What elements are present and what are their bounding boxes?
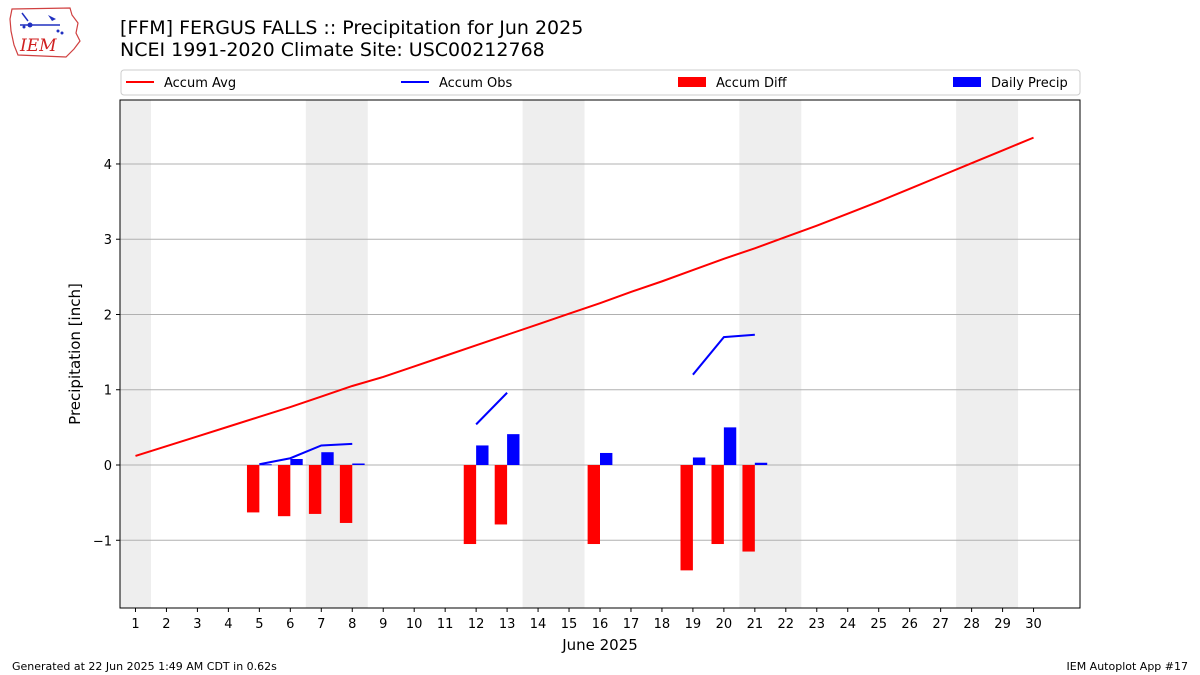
x-tick-label: 1 (131, 617, 139, 632)
legend-accum-avg-label: Accum Avg (164, 76, 236, 91)
accum-avg-line (135, 136, 1034, 457)
y-tick-label: 4 (104, 158, 112, 173)
x-tick-label: 5 (255, 617, 263, 632)
x-axis-label: June 2025 (561, 636, 638, 654)
x-tick-label: 17 (623, 617, 640, 632)
x-tick-label: 24 (839, 617, 856, 632)
daily-precip-bar (290, 458, 303, 466)
legend-daily-precip-swatch (953, 77, 981, 87)
x-tick-label: 7 (317, 617, 325, 632)
accum-obs-line (475, 392, 508, 426)
generated-note: Generated at 22 Jun 2025 1:49 AM CDT in … (12, 660, 277, 673)
x-tick-label: 13 (499, 617, 516, 632)
x-tick-label: 6 (286, 617, 294, 632)
logo-text: IEM (19, 36, 57, 56)
daily-precip-bar (352, 463, 365, 466)
y-tick-label: 2 (104, 308, 112, 323)
weekend-shade (522, 100, 585, 608)
daily-precip-bar (754, 462, 768, 466)
accum-diff-bar (339, 465, 353, 523)
accum-diff-bar (308, 465, 322, 514)
x-tick-label: 23 (809, 617, 826, 632)
accum-diff-bar (277, 465, 291, 517)
x-tick-label: 15 (561, 617, 578, 632)
accum-diff-bar (680, 465, 693, 571)
daily-precip-bar (259, 464, 272, 466)
daily-precip-bar (321, 452, 334, 466)
chart-title: [FFM] FERGUS FALLS :: Precipitation for … (120, 17, 584, 39)
daily-precip-bar (600, 452, 613, 466)
legend-daily-precip-label: Daily Precip (991, 76, 1068, 91)
weekend-shade (120, 100, 151, 608)
accum-diff-bar (742, 465, 755, 552)
x-tick-label: 2 (162, 617, 170, 632)
accum-diff-bar (463, 465, 477, 545)
app-credit: IEM Autoplot App #17 (1066, 660, 1189, 673)
daily-precip-bar (692, 457, 706, 466)
legend-box (120, 69, 1081, 96)
x-tick-label: 16 (592, 617, 609, 632)
x-tick-label: 29 (994, 617, 1011, 632)
x-tick-label: 14 (530, 617, 547, 632)
weekend-shade (305, 100, 368, 608)
chart-subtitle: NCEI 1991-2020 Climate Site: USC00212768 (120, 39, 545, 61)
iem-logo-icon: IEM (9, 7, 81, 58)
x-tick-label: 26 (901, 617, 918, 632)
x-tick-label: 25 (870, 617, 887, 632)
y-tick-label: −1 (93, 534, 112, 549)
x-tick-label: 10 (406, 617, 423, 632)
x-tick-label: 4 (224, 617, 232, 632)
x-tick-label: 20 (716, 617, 733, 632)
x-tick-label: 8 (348, 617, 356, 632)
daily-precip-bar (507, 434, 520, 466)
x-tick-label: 3 (193, 617, 201, 632)
accum-obs-line (259, 442, 353, 466)
daily-precip-bar (476, 445, 489, 466)
daily-precip-bar (723, 427, 737, 466)
x-tick-label: 12 (468, 617, 485, 632)
x-tick-label: 18 (654, 617, 671, 632)
legend-accum-diff-swatch (678, 77, 706, 87)
x-tick-label: 19 (685, 617, 702, 632)
x-tick-label: 30 (1025, 617, 1042, 632)
x-tick-label: 9 (379, 617, 387, 632)
y-tick-label: 3 (104, 233, 112, 248)
accum-diff-bar (494, 465, 508, 525)
y-tick-label: 1 (104, 384, 112, 399)
x-tick-label: 11 (437, 617, 454, 632)
accum-obs-line (692, 333, 755, 376)
accum-diff-bar (587, 465, 600, 545)
legend-accum-diff-label: Accum Diff (716, 76, 788, 91)
accum-diff-bar (246, 465, 260, 513)
weekend-shade (956, 100, 1019, 608)
y-axis-label: Precipitation [inch] (66, 283, 84, 425)
accum-diff-bar (711, 465, 724, 545)
x-tick-label: 21 (747, 617, 764, 632)
x-tick-label: 28 (963, 617, 980, 632)
x-tick-label: 27 (932, 617, 949, 632)
legend-accum-obs-label: Accum Obs (439, 76, 512, 91)
y-tick-label: 0 (104, 459, 112, 474)
x-tick-label: 22 (778, 617, 795, 632)
